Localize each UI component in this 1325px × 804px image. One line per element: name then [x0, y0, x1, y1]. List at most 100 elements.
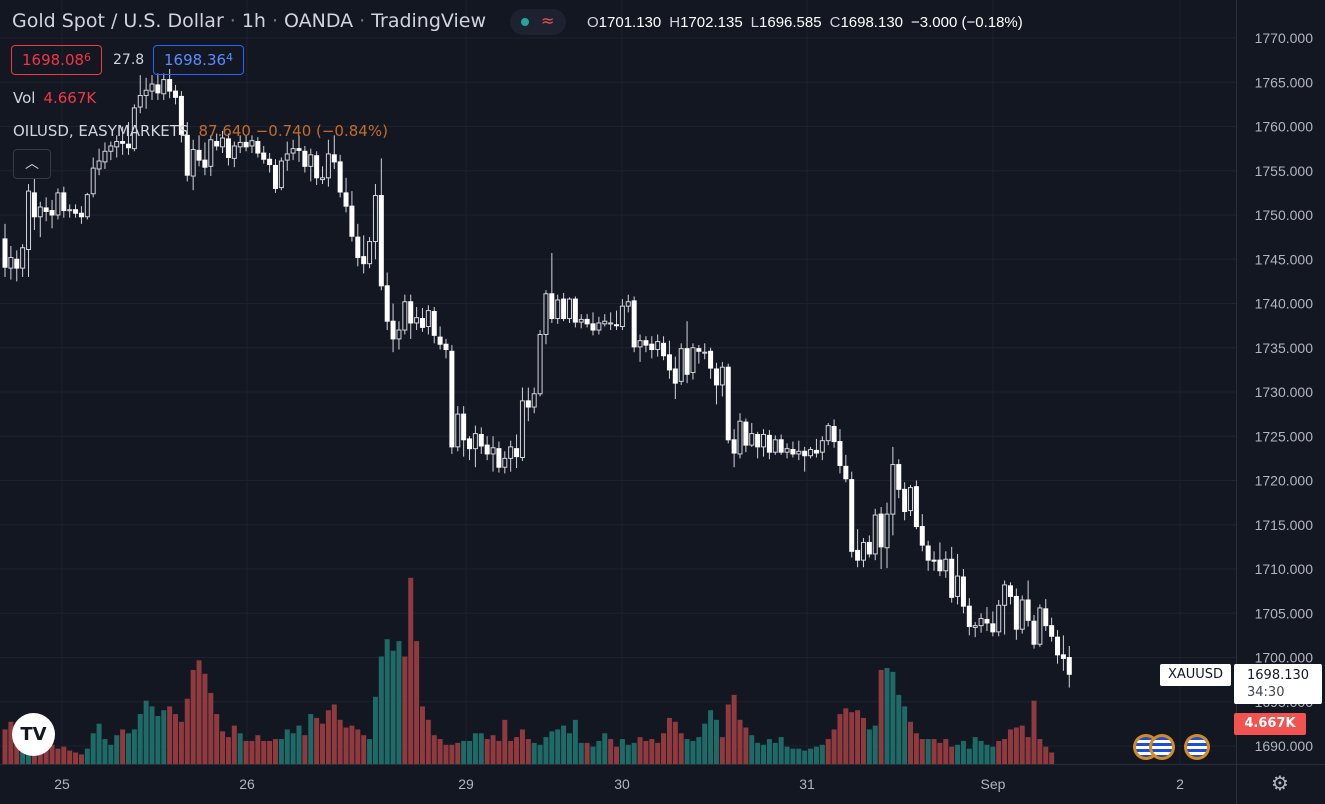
candle-body [26, 190, 32, 251]
candle-body [314, 155, 320, 179]
buy-button[interactable]: 1698.364 [153, 45, 245, 75]
us-flag-icon[interactable] [1149, 734, 1175, 760]
compare-legend[interactable]: OILUSD, EASYMARKETS 87.640 −0.740 (−0.84%… [13, 122, 388, 140]
symbol-name[interactable]: Gold Spot / U.S. Dollar [12, 10, 224, 32]
volume-bar [984, 744, 990, 764]
candle-body [684, 348, 690, 375]
volume-bar [149, 706, 155, 764]
volume-legend[interactable]: Vol 4.667K [13, 89, 96, 107]
volume-bar [161, 710, 167, 764]
candle-body [461, 413, 467, 441]
volume-bar [331, 704, 337, 764]
volume-bar [8, 721, 14, 764]
volume-bar [525, 739, 531, 764]
price-tick-label: 1735.000 [1255, 340, 1314, 356]
candle-body [249, 140, 255, 147]
candle-body [843, 465, 849, 480]
price-tick-label: 1740.000 [1255, 296, 1314, 312]
candle-body [655, 341, 661, 351]
volume-bar [467, 740, 473, 764]
volume-bar [508, 740, 514, 764]
candle-body [731, 439, 737, 454]
volume-bar [543, 737, 549, 764]
volume-bar [960, 740, 966, 764]
high-label: H [669, 14, 681, 31]
candle-body [790, 449, 796, 455]
volume-bar [996, 740, 1002, 764]
volume-bar [531, 742, 537, 764]
candle-body [278, 160, 284, 189]
candle-body [590, 323, 596, 331]
candle-body [325, 153, 331, 179]
candle-body [78, 212, 84, 218]
volume-bar [713, 719, 719, 764]
candle-body [972, 625, 978, 628]
candle-body [472, 433, 478, 450]
volume-bar [778, 737, 784, 764]
candle-body [214, 141, 220, 147]
candle-body [902, 488, 908, 512]
candle-body [337, 161, 343, 193]
volume-bar [325, 710, 331, 764]
volume-bar [519, 729, 525, 764]
candle-body [931, 559, 937, 562]
candle-body [572, 298, 578, 323]
candle-body [678, 348, 684, 382]
candle-body [966, 605, 972, 628]
collapse-legend-button[interactable]: ︿ [13, 149, 51, 179]
us-flag-icon[interactable] [1184, 734, 1210, 760]
volume-bar [749, 735, 755, 764]
candle-body [1019, 599, 1025, 630]
candle-body [390, 320, 396, 340]
candle-body [666, 354, 672, 371]
volume-bar [437, 739, 443, 764]
candle-body [890, 464, 896, 515]
interval-label[interactable]: 1h [241, 10, 266, 32]
candle-body [149, 83, 155, 92]
volume-bar [155, 716, 161, 764]
volume-bar [320, 723, 326, 764]
volume-bar [108, 744, 114, 764]
candle-body [537, 333, 543, 395]
symbol-header[interactable]: Gold Spot / U.S. Dollar · 1h · OANDA · Trading… [12, 10, 486, 32]
sell-button[interactable]: 1698.086 [11, 45, 103, 75]
symbol-price-tag: XAUUSD [1160, 664, 1231, 686]
candle-body [1066, 657, 1072, 675]
candle-body [349, 205, 355, 237]
candle-body [996, 604, 1002, 633]
volume-bar [643, 740, 649, 764]
volume-bar [819, 744, 825, 764]
price-tick-label: 1750.000 [1255, 207, 1314, 223]
candle-body [478, 433, 484, 447]
volume-bar [461, 740, 467, 764]
volume-bar [572, 719, 578, 764]
volume-bar [860, 717, 866, 764]
open-value: 1701.130 [598, 14, 662, 31]
price-tick-label: 1730.000 [1255, 384, 1314, 400]
candle-body [131, 107, 137, 150]
gear-icon[interactable]: ⚙ [1271, 771, 1289, 795]
tradingview-logo-icon[interactable]: TV [12, 713, 55, 756]
price-tick-label: 1755.000 [1255, 163, 1314, 179]
market-open-icon [521, 18, 529, 26]
candle-body [831, 426, 837, 443]
market-status-pill[interactable]: ≈ [510, 9, 566, 35]
candle-body [1002, 584, 1008, 606]
volume-bar [537, 744, 543, 764]
price-change: −3.000 (−0.18%) [911, 14, 1023, 31]
volume-bar [96, 723, 102, 764]
volume-bar [943, 739, 949, 764]
candle-body [708, 350, 714, 369]
volume-bar [937, 742, 943, 764]
candle-body [90, 167, 96, 195]
ask-pip: 4 [226, 51, 234, 64]
candle-body [425, 310, 431, 328]
volume-bar [472, 733, 478, 764]
candle-body [778, 439, 784, 453]
volume-bar [314, 717, 320, 764]
volume-bar [43, 740, 49, 764]
volume-bar [496, 740, 502, 764]
candle-body [796, 450, 802, 455]
